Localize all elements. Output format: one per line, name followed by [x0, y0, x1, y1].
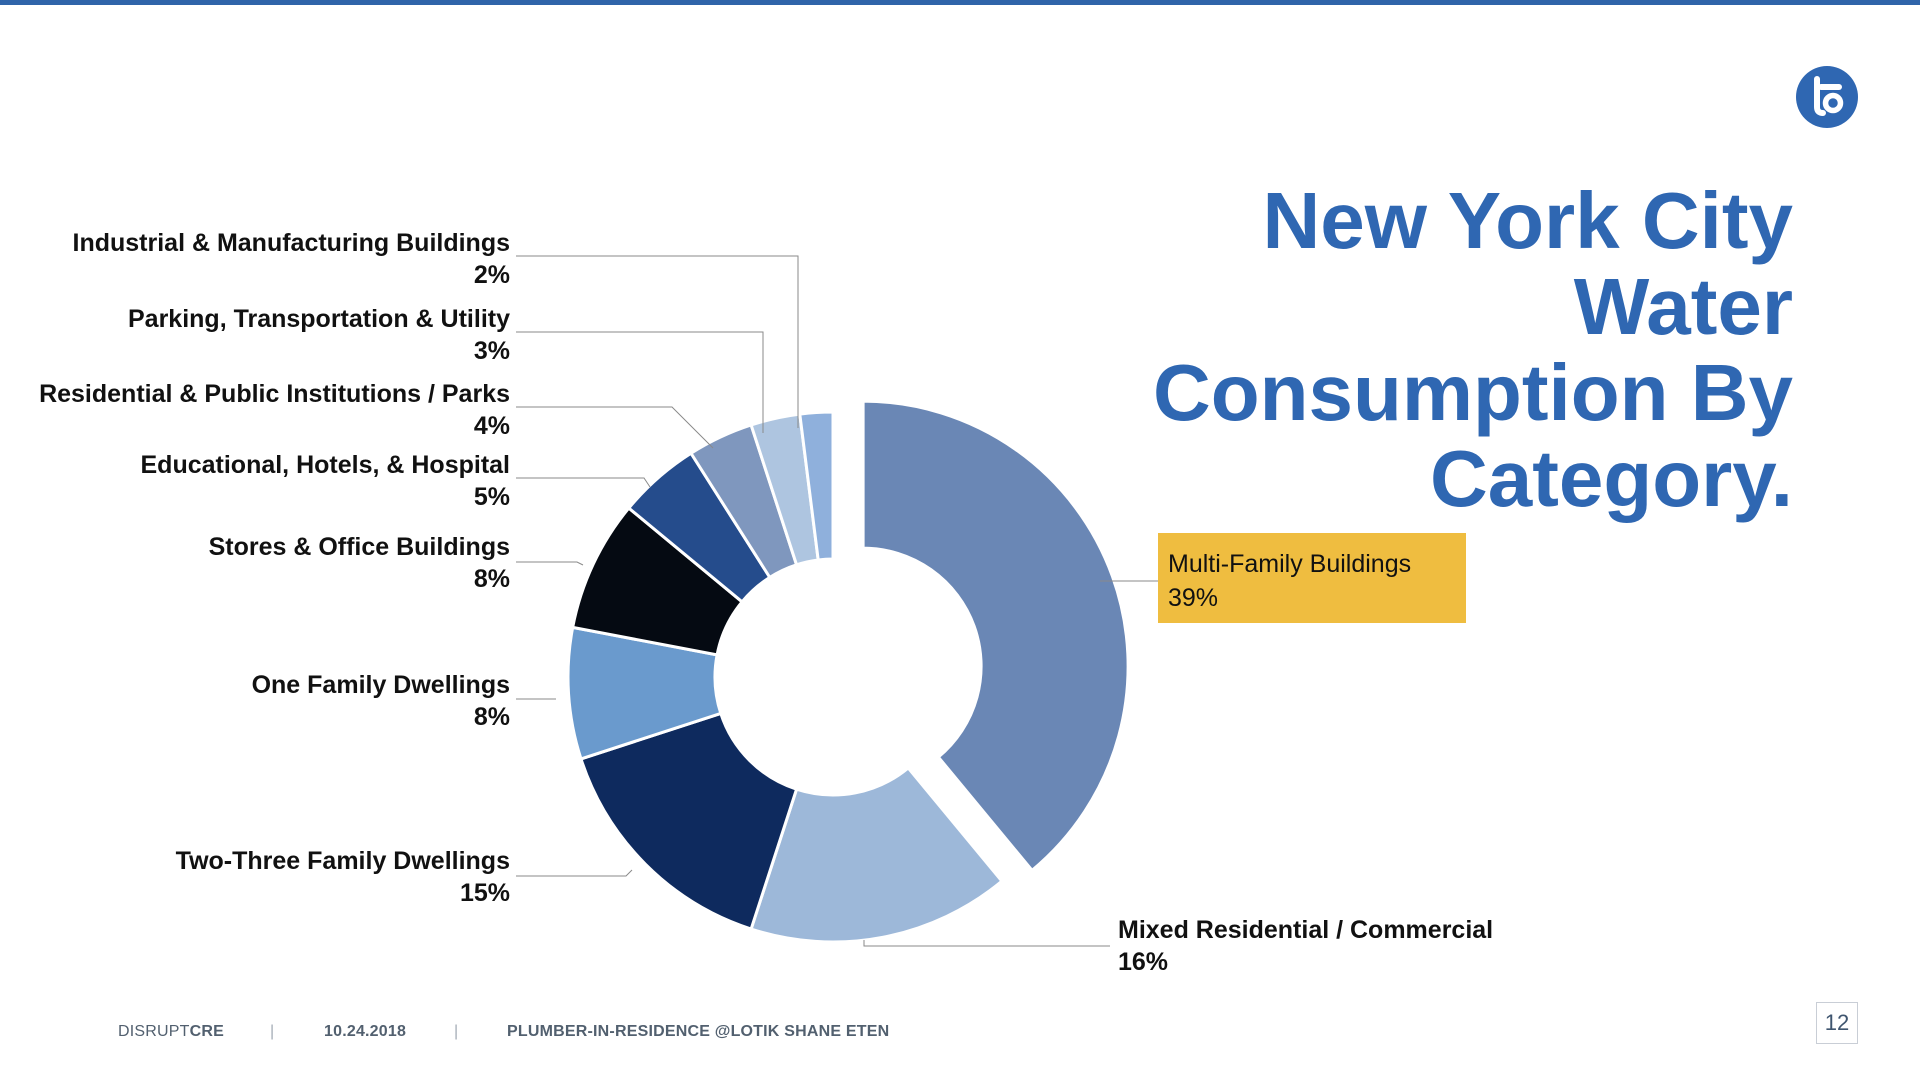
slice-label-residential-public-institutions-parks: Residential & Public Institutions / Park… [39, 380, 510, 408]
slice-value-one-family-dwellings: 8% [474, 703, 510, 731]
leader-line-mixed-residential-commercial [863, 940, 1110, 947]
footer-separator: | [270, 1023, 275, 1040]
leader-line-two-three-family-dwellings [516, 869, 633, 877]
donut-slice-industrial-manufacturing-buildings [798, 410, 835, 562]
footer-brand-bold: CRE [189, 1023, 225, 1040]
slide-title: New York City Water Consumption By Categ… [1033, 178, 1793, 522]
leader-line-stores-office-buildings [516, 561, 584, 566]
slice-label-one-family-dwellings: One Family Dwellings [252, 671, 510, 699]
slice-label-multi-family-buildings: Multi-Family Buildings [1168, 550, 1411, 578]
footer-separator: | [454, 1023, 459, 1040]
callout-box-multi-family-buildings [1158, 533, 1466, 623]
donut-slice-multi-family-buildings [861, 399, 1130, 872]
donut-slice-two-three-family-dwellings [579, 711, 799, 931]
slice-value-educational-hotels-hospital: 5% [474, 483, 510, 511]
footer-brand: DISRUPTCRE [118, 1023, 224, 1041]
lotik-logo-icon [1796, 66, 1858, 128]
footer-brand-light: DISRUPT [118, 1023, 190, 1040]
slice-value-multi-family-buildings: 39% [1168, 584, 1218, 612]
slice-value-residential-public-institutions-parks: 4% [474, 412, 510, 440]
title-line-1: New York City [1262, 176, 1793, 265]
slice-label-educational-hotels-hospital: Educational, Hotels, & Hospital [141, 451, 511, 479]
footer-date: 10.24.2018 [324, 1023, 407, 1040]
slice-label-stores-office-buildings: Stores & Office Buildings [209, 533, 510, 561]
slice-value-parking-transportation-utility: 3% [474, 337, 510, 365]
donut-slice-mixed-residential-commercial [749, 766, 1004, 944]
slice-value-two-three-family-dwellings: 15% [460, 879, 510, 907]
slice-label-parking-transportation-utility: Parking, Transportation & Utility [128, 305, 510, 333]
leader-line-parking-transportation-utility [516, 331, 764, 433]
leader-line-industrial-manufacturing-buildings [516, 255, 799, 428]
page-number: 12 [1816, 1002, 1858, 1044]
leader-line-residential-public-institutions-parks [516, 406, 714, 449]
title-line-3: Consumption By [1153, 348, 1793, 437]
top-accent-rule [0, 0, 1920, 5]
slice-value-stores-office-buildings: 8% [474, 565, 510, 593]
slice-value-mixed-residential-commercial: 16% [1118, 948, 1168, 976]
slice-label-industrial-manufacturing-buildings: Industrial & Manufacturing Buildings [73, 229, 511, 257]
title-line-4: Category. [1429, 434, 1793, 523]
slice-label-two-three-family-dwellings: Two-Three Family Dwellings [176, 847, 510, 875]
title-line-2: Water [1573, 262, 1793, 351]
slice-value-industrial-manufacturing-buildings: 2% [474, 261, 510, 289]
leader-line-educational-hotels-hospital [516, 477, 651, 488]
footer-presenter: PLUMBER-IN-RESIDENCE @LOTIK SHANE ETEN [507, 1023, 890, 1040]
slice-label-mixed-residential-commercial: Mixed Residential / Commercial [1118, 916, 1493, 944]
